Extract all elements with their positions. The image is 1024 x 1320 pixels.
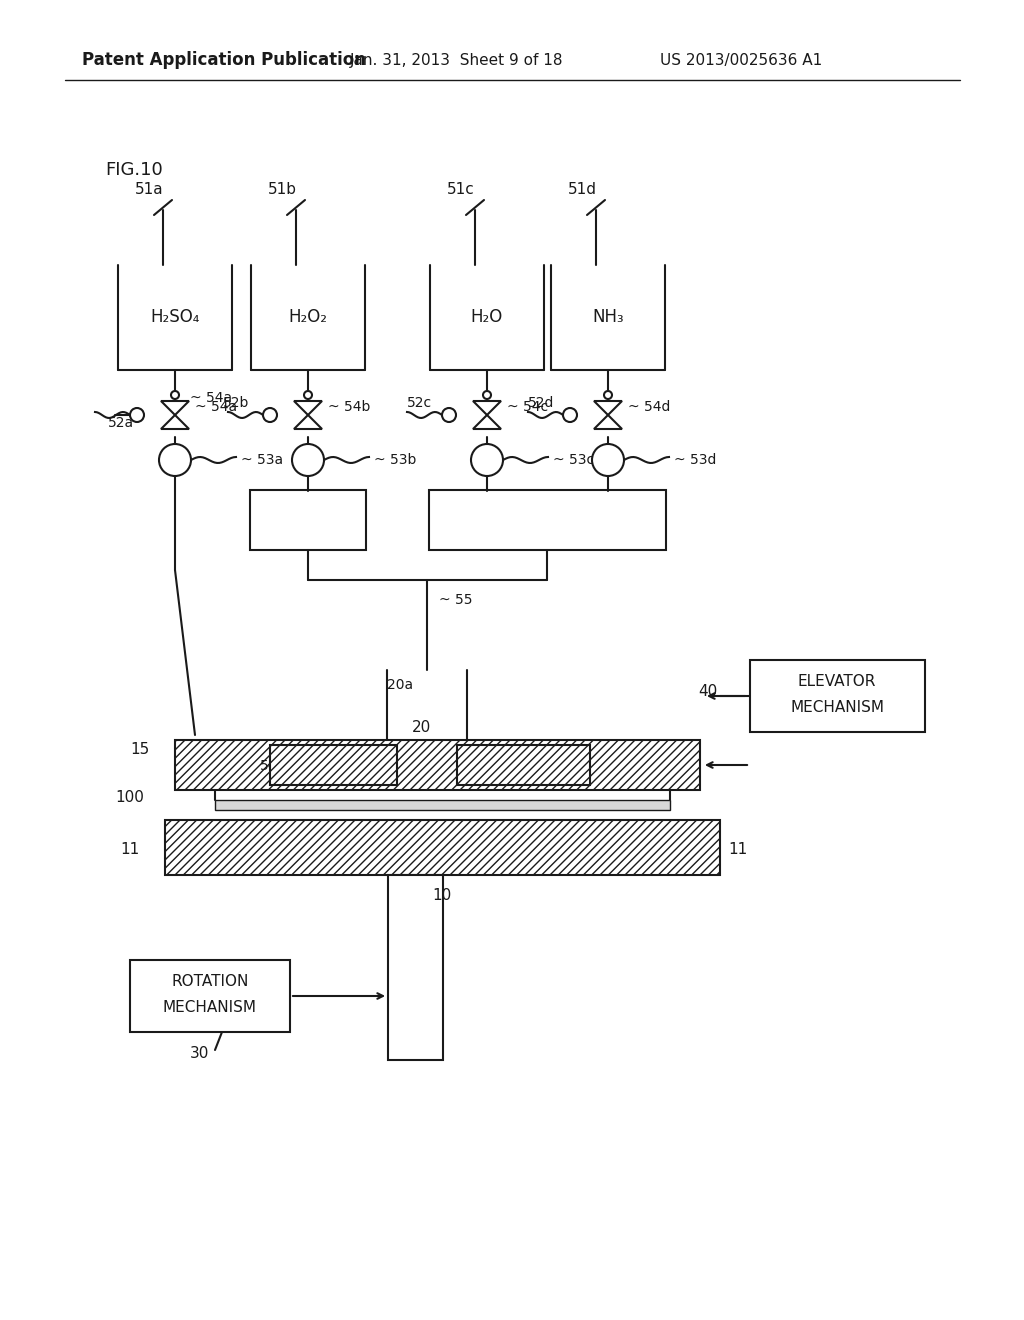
Bar xyxy=(750,660,925,733)
Bar xyxy=(250,490,366,550)
Text: ~ 54b: ~ 54b xyxy=(328,400,371,414)
Polygon shape xyxy=(161,414,189,429)
Polygon shape xyxy=(294,401,322,414)
Circle shape xyxy=(304,391,312,399)
Circle shape xyxy=(442,408,456,422)
Text: ROTATION: ROTATION xyxy=(171,974,249,990)
Text: MECHANISM: MECHANISM xyxy=(163,999,257,1015)
Text: 52a: 52a xyxy=(108,416,134,430)
Text: 52c: 52c xyxy=(407,396,432,411)
Circle shape xyxy=(159,444,191,477)
Text: ~ 54c: ~ 54c xyxy=(507,400,548,414)
Polygon shape xyxy=(294,414,322,429)
Text: 52b: 52b xyxy=(223,396,250,411)
Text: ~ 53a: ~ 53a xyxy=(241,453,283,467)
Text: 11: 11 xyxy=(120,842,139,858)
Text: 51d: 51d xyxy=(568,182,597,198)
Text: MECHANISM: MECHANISM xyxy=(790,700,884,714)
Bar xyxy=(457,744,590,785)
Circle shape xyxy=(471,444,503,477)
Bar xyxy=(270,744,397,785)
Text: H₂O₂: H₂O₂ xyxy=(289,308,328,326)
Text: ~ 54d: ~ 54d xyxy=(628,400,671,414)
Circle shape xyxy=(483,391,490,399)
Bar xyxy=(215,800,670,810)
Text: ~ 54a: ~ 54a xyxy=(190,391,232,405)
Text: 100: 100 xyxy=(115,791,144,805)
Circle shape xyxy=(563,408,577,422)
Text: ~ 55: ~ 55 xyxy=(439,593,472,607)
Bar xyxy=(165,820,720,875)
Text: ~ 54a: ~ 54a xyxy=(195,400,238,414)
Circle shape xyxy=(604,391,612,399)
Text: H₂O: H₂O xyxy=(471,308,503,326)
Text: 51a: 51a xyxy=(135,182,164,198)
Polygon shape xyxy=(594,414,622,429)
Text: 20: 20 xyxy=(412,721,431,735)
Polygon shape xyxy=(473,401,501,414)
Text: 40: 40 xyxy=(698,685,717,700)
Circle shape xyxy=(171,391,179,399)
Bar xyxy=(388,875,443,1060)
Circle shape xyxy=(130,408,144,422)
Text: 30: 30 xyxy=(190,1047,209,1061)
Text: FIG.10: FIG.10 xyxy=(105,161,163,180)
Text: 15: 15 xyxy=(130,742,150,758)
Text: 11: 11 xyxy=(728,842,748,858)
Bar xyxy=(175,741,700,789)
Text: ~ 53c: ~ 53c xyxy=(553,453,594,467)
Text: Jan. 31, 2013  Sheet 9 of 18: Jan. 31, 2013 Sheet 9 of 18 xyxy=(350,53,563,67)
Text: 51b: 51b xyxy=(268,182,297,198)
Circle shape xyxy=(292,444,324,477)
Text: 52d: 52d xyxy=(528,396,554,411)
Text: 54aa: 54aa xyxy=(260,759,295,774)
Polygon shape xyxy=(161,401,189,414)
Bar xyxy=(130,960,290,1032)
Text: ~ 53b: ~ 53b xyxy=(374,453,417,467)
Text: Patent Application Publication: Patent Application Publication xyxy=(82,51,366,69)
Text: 20a: 20a xyxy=(387,678,413,692)
Text: 51c: 51c xyxy=(447,182,475,198)
Polygon shape xyxy=(473,414,501,429)
Bar xyxy=(429,490,666,550)
Circle shape xyxy=(592,444,624,477)
Text: ELEVATOR: ELEVATOR xyxy=(798,675,877,689)
Polygon shape xyxy=(594,401,622,414)
Text: 10: 10 xyxy=(432,887,452,903)
Circle shape xyxy=(263,408,278,422)
Text: ~ 53d: ~ 53d xyxy=(674,453,717,467)
Text: US 2013/0025636 A1: US 2013/0025636 A1 xyxy=(660,53,822,67)
Text: H₂SO₄: H₂SO₄ xyxy=(151,308,200,326)
Text: NH₃: NH₃ xyxy=(592,308,624,326)
